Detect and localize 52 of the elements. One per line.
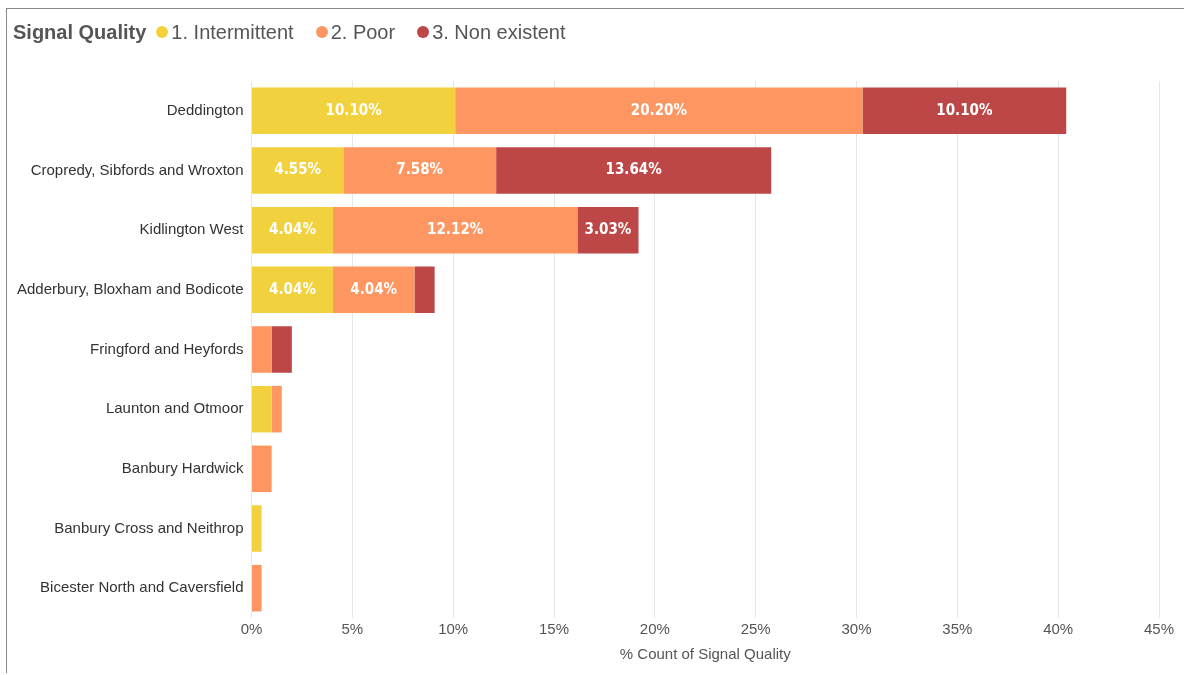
bar bbox=[252, 147, 344, 194]
x-axis-title: % Count of Signal Quality bbox=[619, 645, 792, 663]
bar bbox=[414, 266, 435, 314]
data-label: 3.03% bbox=[584, 220, 632, 239]
legend-title: Signal Quality bbox=[13, 21, 147, 43]
y-tick-label: Bicester North and Caversfield bbox=[40, 578, 244, 596]
bar bbox=[252, 87, 456, 135]
legend-label: 2. Poor bbox=[330, 21, 396, 43]
legend-label: 3. Non existent bbox=[432, 21, 566, 43]
bar bbox=[496, 147, 772, 194]
bar bbox=[252, 385, 272, 433]
data-label: 10.10% bbox=[325, 100, 383, 119]
bar bbox=[252, 445, 272, 493]
y-tick-label: Kidlington West bbox=[139, 220, 245, 238]
bar bbox=[271, 385, 282, 433]
data-label: 7.58% bbox=[396, 160, 444, 179]
data-label: 20.20% bbox=[630, 100, 688, 119]
y-tick-label: Launton and Otmoor bbox=[105, 399, 244, 417]
bar bbox=[252, 206, 333, 254]
y-tick-label: Deddington bbox=[166, 100, 244, 118]
bar bbox=[455, 87, 863, 135]
bar bbox=[252, 266, 333, 314]
data-label: 4.04% bbox=[350, 279, 398, 298]
bar bbox=[343, 147, 497, 194]
y-tick-label: Fringford and Heyfords bbox=[90, 339, 244, 357]
data-label: 12.12% bbox=[427, 220, 484, 239]
x-tick-label: 35% bbox=[942, 620, 973, 638]
y-tick-label: Banbury Hardwick bbox=[121, 458, 245, 476]
x-tick-label: 25% bbox=[740, 620, 771, 638]
bar bbox=[252, 326, 272, 373]
bar bbox=[252, 564, 262, 612]
data-label: 4.04% bbox=[269, 220, 317, 239]
bar bbox=[271, 326, 292, 373]
data-label: 13.64% bbox=[605, 160, 663, 179]
y-tick-label: Banbury Cross and Neithrop bbox=[54, 518, 244, 536]
x-tick-label: 5% bbox=[341, 620, 364, 638]
bar bbox=[333, 206, 578, 254]
data-label: 10.10% bbox=[936, 100, 993, 119]
y-tick-label: Adderbury, Bloxham and Bodicote bbox=[16, 279, 244, 297]
x-tick-label: 0% bbox=[240, 620, 263, 638]
x-tick-label: 30% bbox=[841, 620, 872, 638]
x-tick-label: 40% bbox=[1043, 620, 1074, 638]
data-label: 4.55% bbox=[274, 160, 322, 179]
x-tick-label: 10% bbox=[438, 620, 469, 638]
legend-label: 1. Intermittent bbox=[171, 21, 294, 43]
x-tick-label: 45% bbox=[1143, 620, 1175, 638]
x-tick-label: 20% bbox=[639, 620, 670, 638]
data-label: 4.04% bbox=[269, 279, 317, 298]
x-tick-label: 15% bbox=[539, 620, 570, 638]
y-tick-label: Cropredy, Sibfords and Wroxton bbox=[30, 160, 244, 178]
bar bbox=[862, 87, 1067, 135]
bar bbox=[252, 505, 262, 552]
